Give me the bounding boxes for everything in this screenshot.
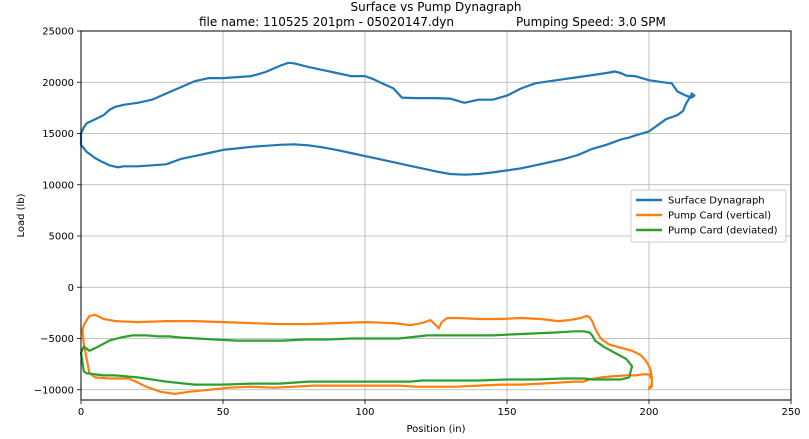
y-axis-label: Load (lb) (16, 193, 27, 237)
series-line-surface-dynagraph (79, 61, 696, 176)
legend-label-surface-dynagraph: Surface Dynagraph (668, 196, 765, 207)
chart-subtitle-file: file name: 110525 201pm - 05020147.dyn (199, 15, 454, 29)
legend: Surface Dynagraph Pump Card (vertical) Pum… (630, 189, 787, 243)
chart-title: Surface vs Pump Dynagraph (351, 0, 522, 14)
x-tick-label: 0 (78, 407, 84, 418)
series-line-pump-card-vertical (81, 313, 653, 395)
x-tick-label: 200 (639, 407, 658, 418)
legend-label-pump-card-vertical: Pump Card (vertical) (668, 211, 771, 222)
legend-label-pump-card-deviated: Pump Card (deviated) (668, 226, 778, 237)
plot-area-frame (80, 30, 792, 401)
x-tick-label: 50 (217, 407, 230, 418)
y-axis-ticks: −10000 −5000 0 5000 10000 15000 20000 25000 (34, 27, 81, 396)
y-tick-label: −5000 (40, 334, 74, 345)
x-axis-label: Position (in) (406, 424, 465, 435)
series-layer (79, 61, 696, 395)
y-tick-label: 0 (68, 283, 74, 294)
y-tick-label: 20000 (42, 78, 74, 89)
y-tick-label: 15000 (42, 129, 74, 140)
y-tick-label: 10000 (42, 180, 74, 191)
x-axis-ticks: 0 50 100 150 200 250 (78, 400, 801, 418)
x-tick-label: 150 (497, 407, 516, 418)
chart-subtitle-speed: Pumping Speed: 3.0 SPM (516, 15, 666, 29)
x-tick-label: 250 (781, 407, 800, 418)
y-tick-label: −10000 (34, 385, 74, 396)
x-tick-label: 100 (355, 407, 374, 418)
series-line-pump-card-deviated (79, 330, 634, 386)
y-tick-label: 25000 (42, 27, 74, 38)
legend-box (630, 189, 787, 243)
y-tick-label: 5000 (49, 232, 74, 243)
